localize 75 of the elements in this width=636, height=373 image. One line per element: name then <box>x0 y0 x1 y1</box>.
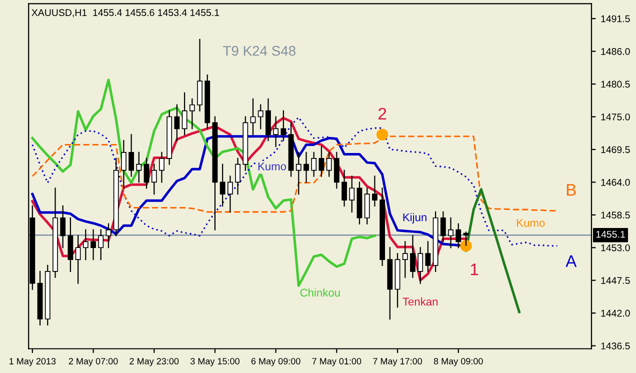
candlestick <box>68 217 74 272</box>
candlestick <box>273 116 279 148</box>
candlestick <box>220 164 226 207</box>
candlestick <box>128 134 134 177</box>
candlestick <box>189 98 195 130</box>
candlestick <box>120 140 126 189</box>
y-tick-label: 1486.0 <box>601 48 630 55</box>
x-tick-label: 2 May 07:00 <box>68 358 118 366</box>
candlestick <box>159 152 164 183</box>
candlestick <box>227 176 233 212</box>
candlestick <box>372 176 378 207</box>
series-label: B <box>566 184 576 196</box>
series-label: A <box>566 255 577 267</box>
candlestick <box>326 152 332 177</box>
y-tick-label: 1464.0 <box>601 178 630 186</box>
x-tick-label: 7 May 17:00 <box>373 358 422 366</box>
annotation: T9 K24 S48 <box>223 46 296 56</box>
candlestick <box>82 229 88 260</box>
y-tick-label: 1447.5 <box>601 277 630 284</box>
candlestick <box>440 211 446 242</box>
candlestick <box>402 241 408 278</box>
candlestick <box>174 104 180 142</box>
y-tick-label: 1453.0 <box>601 244 630 252</box>
chart-title: XAUUSD,H1 1455.4 1455.6 1453.4 1455.1 <box>32 9 220 18</box>
annotation: Kumo <box>258 162 286 170</box>
candlestick <box>106 223 112 248</box>
annotation: 2 <box>378 108 386 120</box>
x-tick-label: 7 May 01:00 <box>312 358 362 366</box>
candlestick <box>98 229 104 260</box>
candlestick <box>425 241 431 272</box>
y-tick-label: 1469.5 <box>601 146 630 154</box>
candlestick <box>182 92 188 136</box>
candlestick <box>296 152 302 195</box>
annotation: 1 <box>470 264 478 276</box>
candlestick <box>90 229 96 260</box>
x-tick-label: 2 May 23:00 <box>130 358 179 366</box>
candlestick <box>311 152 317 177</box>
y-tick-label: 1480.5 <box>601 80 630 88</box>
line-series <box>31 78 376 287</box>
candlestick <box>235 158 240 195</box>
candlestick <box>60 205 66 248</box>
y-tick-label: 1442.0 <box>601 310 630 317</box>
series-label: Chinkou <box>300 288 340 297</box>
y-tick-label: 1436.5 <box>601 342 630 350</box>
x-tick-label: 8 May 09:00 <box>434 358 483 366</box>
annotation: Kumo <box>517 219 545 227</box>
candlestick <box>318 146 324 177</box>
series-label: Kijun <box>403 213 426 224</box>
x-tick-label: 3 May 15:00 <box>190 358 240 366</box>
y-tick-label: 1475.0 <box>601 113 630 120</box>
candlestick <box>418 247 424 284</box>
candlestick <box>456 223 462 248</box>
candlestick <box>334 152 340 189</box>
candlestick <box>304 152 309 183</box>
candlestick <box>258 104 264 130</box>
candlestick <box>75 235 81 284</box>
x-tick-label: 1 May 2013 <box>10 358 56 366</box>
candlestick <box>197 38 202 112</box>
candlestick <box>342 170 347 207</box>
candlestick <box>280 110 286 142</box>
candlestick <box>136 152 142 183</box>
candlestick <box>463 232 469 246</box>
series-label: Tenkan <box>402 297 438 306</box>
y-tick-label: 1458.5 <box>601 212 630 219</box>
candlestick <box>144 158 150 189</box>
candlestick <box>448 217 454 248</box>
candlestick <box>266 98 271 142</box>
y-tick-label: 1491.5 <box>601 15 630 22</box>
candlestick <box>364 188 370 224</box>
candlestick <box>250 98 256 136</box>
x-tick-label: 6 May 09:00 <box>251 358 300 366</box>
candlestick <box>349 176 355 212</box>
candlestick <box>410 235 416 278</box>
ref-line-label: 1455.1 <box>596 230 625 238</box>
candlestick <box>151 164 157 195</box>
